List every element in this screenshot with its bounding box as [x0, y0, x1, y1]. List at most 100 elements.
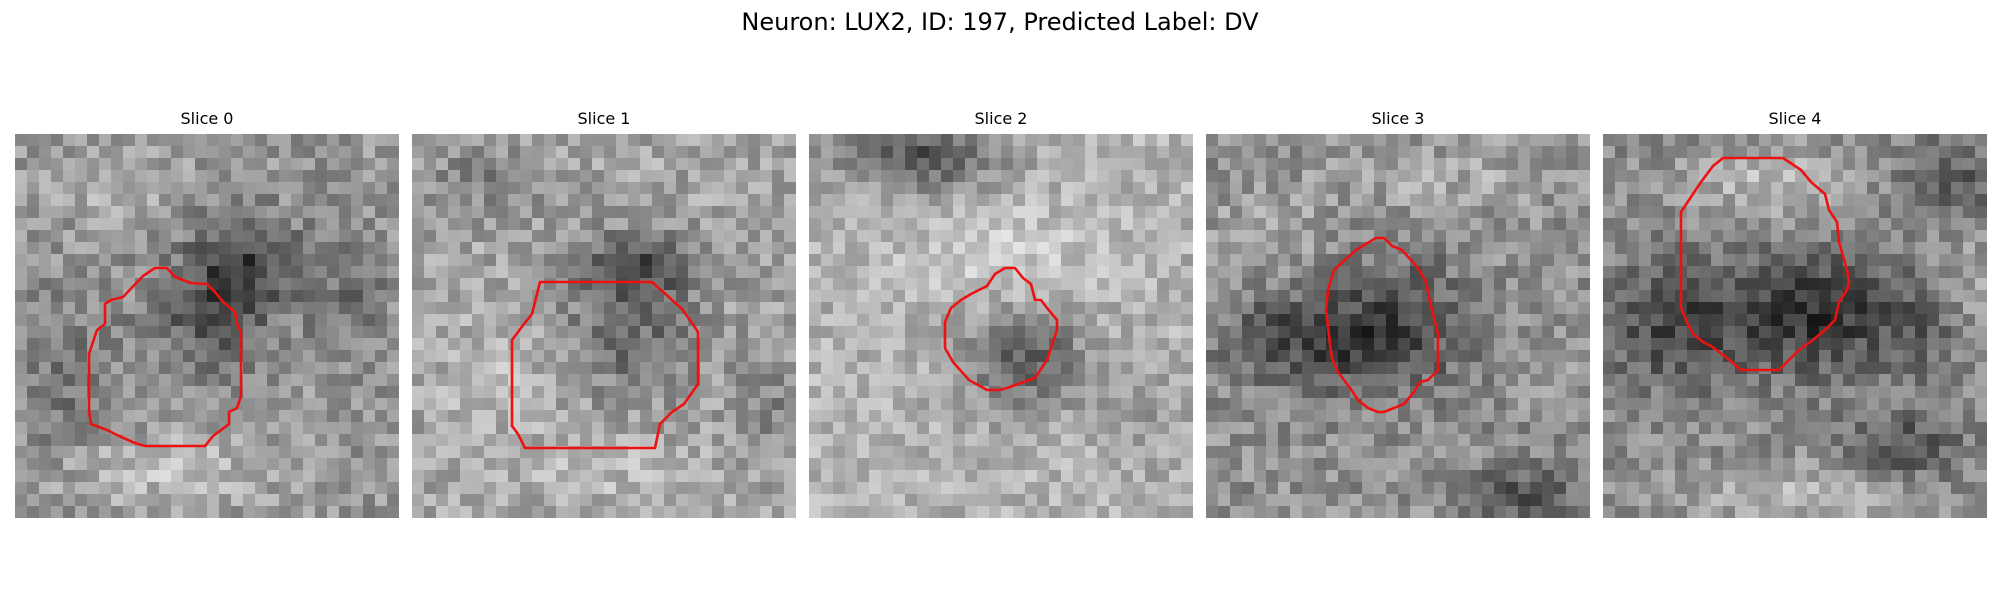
- image-pixel: [496, 458, 509, 471]
- image-pixel: [183, 446, 196, 459]
- image-pixel: [1085, 326, 1098, 339]
- image-pixel: [1603, 326, 1616, 339]
- image-pixel: [484, 338, 497, 351]
- image-pixel: [1061, 470, 1074, 483]
- image-pixel: [207, 242, 220, 255]
- image-pixel: [327, 422, 340, 435]
- image-pixel: [1518, 278, 1531, 291]
- image-pixel: [1169, 350, 1182, 363]
- image-pixel: [1314, 506, 1327, 518]
- image-pixel: [1025, 182, 1038, 195]
- image-pixel: [1073, 170, 1086, 183]
- image-pixel: [1903, 158, 1916, 171]
- image-pixel: [881, 410, 894, 423]
- image-pixel: [1699, 158, 1712, 171]
- image-pixel: [159, 182, 172, 195]
- image-pixel: [1651, 182, 1664, 195]
- image-pixel: [387, 194, 399, 207]
- image-pixel: [1206, 446, 1219, 459]
- image-pixel: [1073, 410, 1086, 423]
- image-pixel: [616, 386, 629, 399]
- image-pixel: [1025, 434, 1038, 447]
- image-pixel: [568, 350, 581, 363]
- image-pixel: [63, 494, 76, 507]
- image-pixel: [1338, 194, 1351, 207]
- image-pixel: [1494, 386, 1507, 399]
- image-pixel: [1819, 434, 1832, 447]
- image-pixel: [1855, 206, 1868, 219]
- image-pixel: [255, 470, 268, 483]
- image-pixel: [628, 290, 641, 303]
- image-pixel: [1566, 386, 1579, 399]
- image-pixel: [893, 458, 906, 471]
- image-pixel: [580, 266, 593, 279]
- image-pixel: [1651, 134, 1664, 147]
- image-pixel: [1795, 458, 1808, 471]
- image-pixel: [87, 458, 100, 471]
- image-pixel: [1242, 410, 1255, 423]
- image-pixel: [1434, 494, 1447, 507]
- image-pixel: [1506, 326, 1519, 339]
- image-pixel: [327, 206, 340, 219]
- image-pixel: [1037, 338, 1050, 351]
- image-pixel: [1181, 134, 1193, 147]
- image-pixel: [1482, 458, 1495, 471]
- image-pixel: [1795, 134, 1808, 147]
- image-pixel: [99, 230, 112, 243]
- image-pixel: [580, 494, 593, 507]
- image-pixel: [1097, 422, 1110, 435]
- image-pixel: [303, 134, 316, 147]
- image-pixel: [929, 446, 942, 459]
- image-pixel: [1903, 314, 1916, 327]
- image-pixel: [869, 338, 882, 351]
- image-pixel: [1254, 434, 1267, 447]
- image-pixel: [27, 326, 40, 339]
- image-pixel: [1458, 158, 1471, 171]
- image-pixel: [724, 470, 737, 483]
- image-pixel: [1350, 134, 1363, 147]
- image-pixel: [1566, 302, 1579, 315]
- image-pixel: [809, 362, 822, 375]
- image-pixel: [1915, 206, 1928, 219]
- image-pixel: [1711, 302, 1724, 315]
- image-pixel: [1566, 254, 1579, 267]
- image-pixel: [27, 482, 40, 495]
- image-pixel: [532, 242, 545, 255]
- image-pixel: [472, 302, 485, 315]
- image-pixel: [1049, 374, 1062, 387]
- image-pixel: [496, 362, 509, 375]
- image-pixel: [412, 446, 425, 459]
- image-pixel: [1278, 374, 1291, 387]
- image-pixel: [207, 146, 220, 159]
- image-pixel: [1314, 410, 1327, 423]
- image-pixel: [27, 470, 40, 483]
- image-pixel: [977, 254, 990, 267]
- image-pixel: [1314, 326, 1327, 339]
- image-pixel: [616, 494, 629, 507]
- image-pixel: [315, 398, 328, 411]
- image-pixel: [1169, 338, 1182, 351]
- image-pixel: [1699, 458, 1712, 471]
- image-pixel: [1831, 194, 1844, 207]
- image-pixel: [941, 278, 954, 291]
- image-pixel: [857, 302, 870, 315]
- image-pixel: [1206, 146, 1219, 159]
- image-pixel: [1795, 350, 1808, 363]
- image-pixel: [375, 254, 388, 267]
- image-pixel: [821, 350, 834, 363]
- image-pixel: [965, 506, 978, 518]
- image-pixel: [700, 242, 713, 255]
- image-pixel: [339, 206, 352, 219]
- image-pixel: [929, 422, 942, 435]
- image-pixel: [1603, 434, 1616, 447]
- image-pixel: [1181, 254, 1193, 267]
- image-pixel: [315, 374, 328, 387]
- image-pixel: [363, 314, 376, 327]
- image-pixel: [929, 482, 942, 495]
- image-pixel: [1699, 230, 1712, 243]
- image-pixel: [688, 410, 701, 423]
- image-pixel: [953, 278, 966, 291]
- image-pixel: [363, 266, 376, 279]
- image-pixel: [159, 170, 172, 183]
- image-pixel: [1218, 374, 1231, 387]
